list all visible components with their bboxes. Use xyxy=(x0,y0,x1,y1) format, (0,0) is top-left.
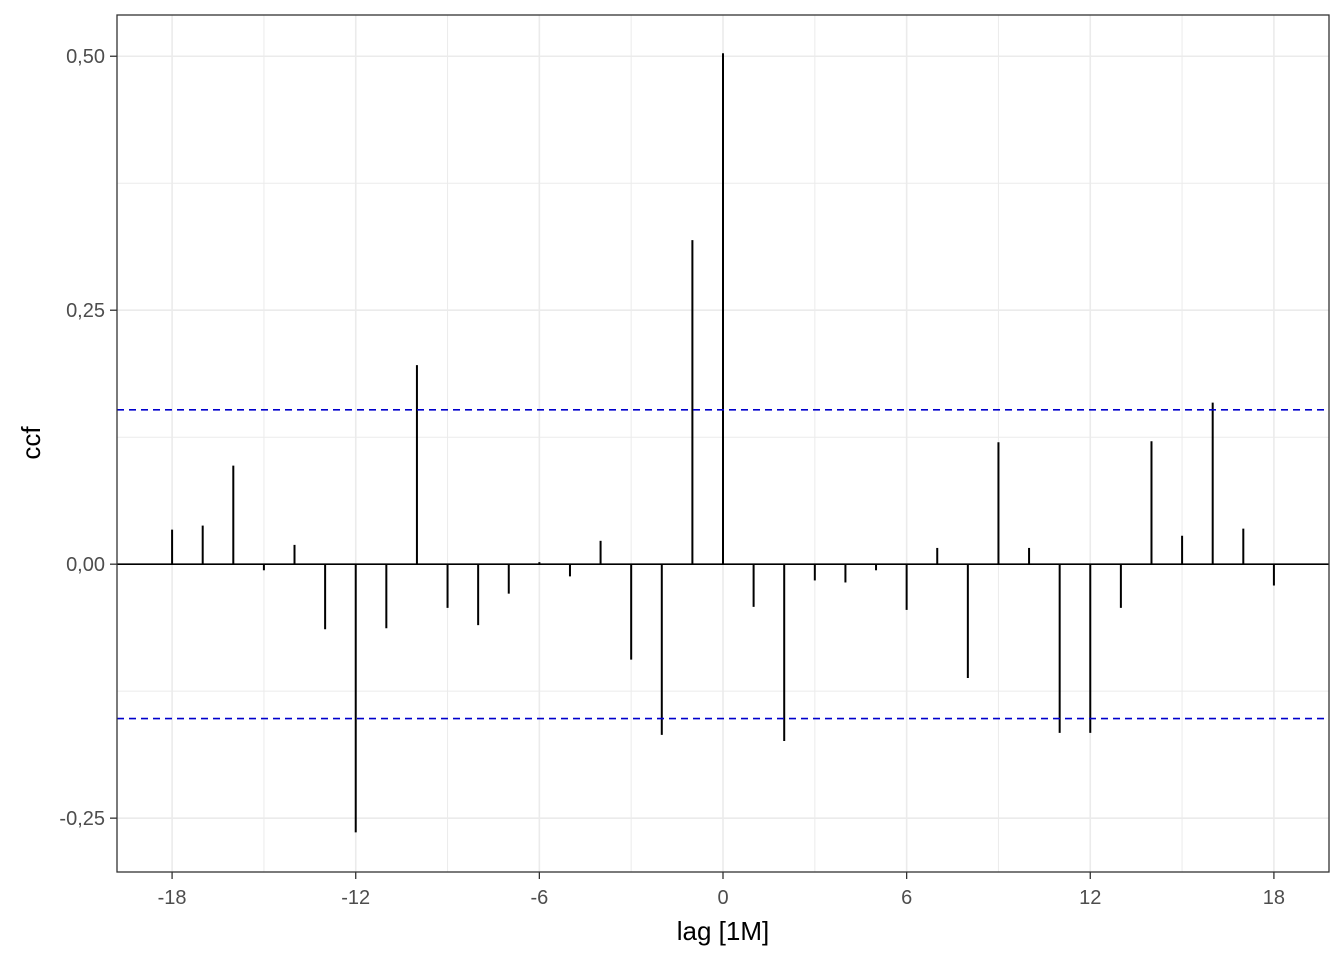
y-axis-title: ccf xyxy=(16,426,46,460)
confidence-bounds xyxy=(117,408,1329,720)
y-tick-label: -0,25 xyxy=(59,808,105,830)
x-axis-ticks: -18 -12 -6 0 6 12 18 xyxy=(158,872,1285,909)
y-tick-label: 0,00 xyxy=(66,554,105,576)
x-tick-label: 18 xyxy=(1263,887,1285,909)
x-tick-label: -6 xyxy=(530,887,548,909)
ccf-bars xyxy=(171,53,1275,833)
y-tick-label: 0,25 xyxy=(66,300,105,322)
x-tick-label: 6 xyxy=(901,887,912,909)
x-tick-label: -12 xyxy=(341,887,370,909)
x-tick-label: 12 xyxy=(1079,887,1101,909)
x-tick-label: 0 xyxy=(717,887,728,909)
y-axis-ticks: -0,25 0,00 0,25 0,50 xyxy=(59,46,117,830)
x-tick-label: -18 xyxy=(158,887,187,909)
x-axis-title: lag [1M] xyxy=(677,916,770,946)
y-tick-label: 0,50 xyxy=(66,46,105,68)
